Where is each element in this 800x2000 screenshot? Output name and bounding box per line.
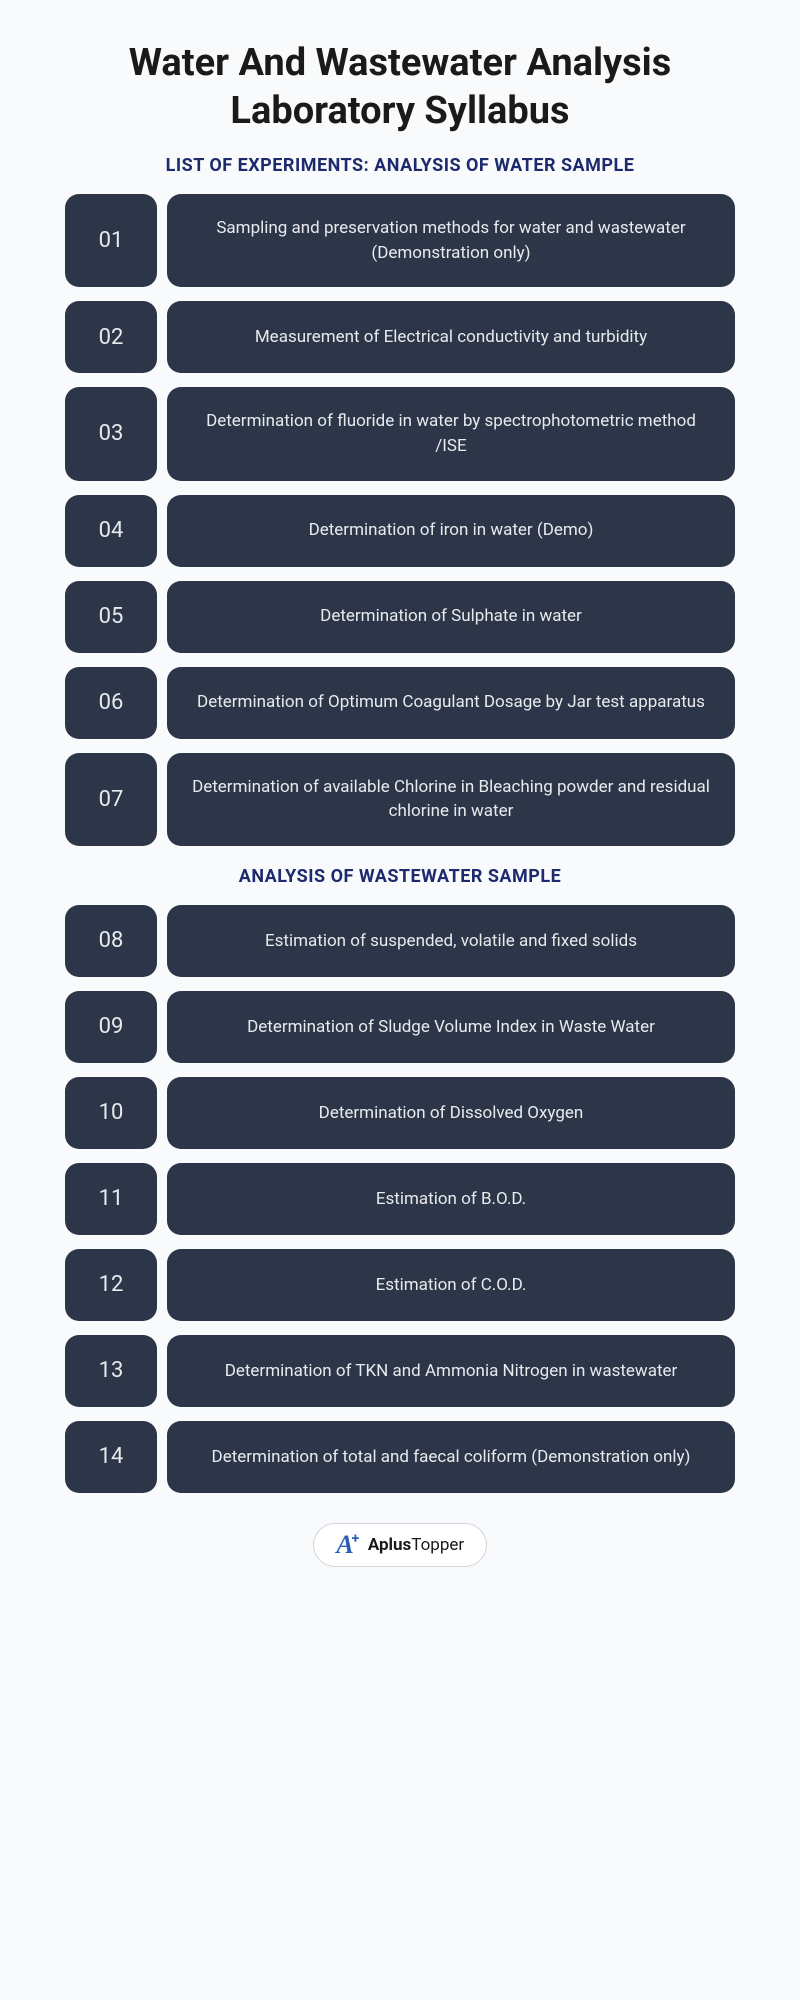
brand-name: AplusTopper (368, 1535, 464, 1555)
list-item: 04Determination of iron in water (Demo) (65, 495, 735, 567)
item-number: 10 (65, 1077, 157, 1149)
section-header: ANALYSIS OF WASTEWATER SAMPLE (50, 866, 750, 887)
page-title: Water And Wastewater Analysis Laboratory… (50, 40, 750, 135)
item-description: Estimation of C.O.D. (167, 1249, 735, 1321)
item-number: 04 (65, 495, 157, 567)
item-description: Determination of Sulphate in water (167, 581, 735, 653)
list-item: 14Determination of total and faecal coli… (65, 1421, 735, 1493)
item-description: Estimation of suspended, volatile and fi… (167, 905, 735, 977)
item-description: Measurement of Electrical conductivity a… (167, 301, 735, 373)
item-number: 09 (65, 991, 157, 1063)
item-description: Determination of iron in water (Demo) (167, 495, 735, 567)
item-number: 11 (65, 1163, 157, 1235)
list-item: 08Estimation of suspended, volatile and … (65, 905, 735, 977)
item-number: 02 (65, 301, 157, 373)
brand-logo-icon: A+ (336, 1532, 362, 1558)
item-description: Determination of Sludge Volume Index in … (167, 991, 735, 1063)
section-header: LIST OF EXPERIMENTS: ANALYSIS OF WATER S… (50, 155, 750, 176)
item-description: Determination of fluoride in water by sp… (167, 387, 735, 480)
list-item: 02Measurement of Electrical conductivity… (65, 301, 735, 373)
item-description: Sampling and preservation methods for wa… (167, 194, 735, 287)
item-description: Determination of TKN and Ammonia Nitroge… (167, 1335, 735, 1407)
list-item: 07Determination of available Chlorine in… (65, 753, 735, 846)
list-item: 12Estimation of C.O.D. (65, 1249, 735, 1321)
item-number: 13 (65, 1335, 157, 1407)
item-number: 14 (65, 1421, 157, 1493)
items-container: 01Sampling and preservation methods for … (50, 194, 750, 846)
item-number: 05 (65, 581, 157, 653)
sections-container: LIST OF EXPERIMENTS: ANALYSIS OF WATER S… (50, 155, 750, 1493)
item-number: 12 (65, 1249, 157, 1321)
item-description: Determination of available Chlorine in B… (167, 753, 735, 846)
item-number: 01 (65, 194, 157, 287)
list-item: 11Estimation of B.O.D. (65, 1163, 735, 1235)
footer: A+ AplusTopper (50, 1523, 750, 1567)
list-item: 09Determination of Sludge Volume Index i… (65, 991, 735, 1063)
list-item: 05Determination of Sulphate in water (65, 581, 735, 653)
item-number: 03 (65, 387, 157, 480)
brand-badge: A+ AplusTopper (313, 1523, 487, 1567)
item-description: Determination of total and faecal colifo… (167, 1421, 735, 1493)
list-item: 03Determination of fluoride in water by … (65, 387, 735, 480)
item-description: Determination of Dissolved Oxygen (167, 1077, 735, 1149)
list-item: 10Determination of Dissolved Oxygen (65, 1077, 735, 1149)
item-number: 06 (65, 667, 157, 739)
list-item: 13Determination of TKN and Ammonia Nitro… (65, 1335, 735, 1407)
list-item: 01Sampling and preservation methods for … (65, 194, 735, 287)
item-number: 08 (65, 905, 157, 977)
item-description: Determination of Optimum Coagulant Dosag… (167, 667, 735, 739)
item-number: 07 (65, 753, 157, 846)
item-description: Estimation of B.O.D. (167, 1163, 735, 1235)
items-container: 08Estimation of suspended, volatile and … (50, 905, 750, 1493)
list-item: 06Determination of Optimum Coagulant Dos… (65, 667, 735, 739)
